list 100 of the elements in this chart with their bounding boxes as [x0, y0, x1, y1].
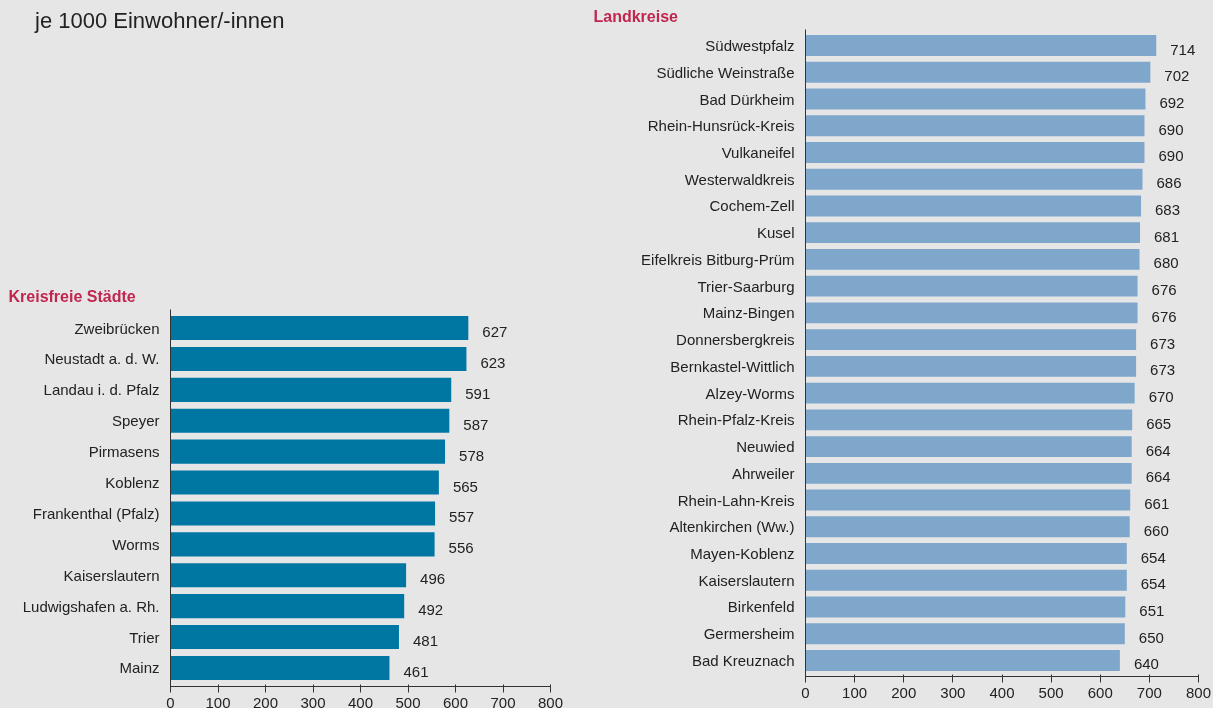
y-tick-label: Altenkirchen (Ww.) — [669, 518, 795, 536]
bar — [170, 594, 405, 619]
y-tick-label: Rhein-Pfalz-Kreis — [677, 411, 795, 429]
y-tick-label: Mainz-Bingen — [702, 304, 795, 322]
bar — [170, 439, 446, 464]
data-label: 627 — [482, 323, 508, 341]
data-label: 665 — [1146, 414, 1172, 432]
data-label: 714 — [1170, 40, 1196, 58]
data-label: 654 — [1140, 575, 1166, 593]
chart-title: Kreisfreie Städte — [8, 287, 136, 305]
x-tick-label: 800 — [537, 693, 564, 708]
data-label: 660 — [1143, 521, 1169, 539]
y-tick-label: Bad Kreuznach — [691, 651, 795, 669]
x-tick-label: 700 — [1136, 683, 1162, 701]
data-label: 690 — [1158, 147, 1184, 165]
text: Landkreise — [593, 7, 679, 25]
data-label: 661 — [1144, 495, 1170, 513]
bar — [170, 563, 407, 588]
y-tick-label: Neustadt a. d. W. — [44, 350, 160, 368]
y-tick-label: Eifelkreis Bitburg-Prüm — [641, 250, 795, 268]
data-label: 670 — [1148, 388, 1174, 406]
y-tick-label: Rhein-Hunsrück-Kreis — [647, 117, 795, 135]
data-label: 591 — [465, 384, 491, 402]
bar — [170, 655, 390, 681]
x-tick-label: 300 — [300, 693, 326, 708]
y-tick-label: Germersheim — [703, 625, 795, 643]
data-label: 496 — [420, 570, 446, 588]
data-label: 676 — [1151, 281, 1177, 299]
bar — [170, 532, 435, 557]
x-tick-label: 100 — [205, 693, 231, 708]
data-label: 692 — [1159, 94, 1185, 112]
bar — [170, 625, 399, 650]
data-label: 680 — [1153, 254, 1179, 272]
data-label: 676 — [1151, 307, 1177, 325]
data-label: 623 — [480, 353, 506, 371]
x-tick-label: 100 — [842, 683, 868, 701]
y-tick-label: Pirmasens — [88, 443, 160, 461]
data-label: 673 — [1150, 361, 1176, 379]
y-tick-label: Westerwaldkreis — [684, 170, 795, 188]
x-tick-label: 0 — [166, 693, 175, 708]
x-tick-label: 200 — [252, 693, 279, 708]
bar — [170, 315, 469, 341]
y-tick-label: Trier — [129, 628, 160, 646]
y-tick-label: Kaiserslautern — [698, 571, 795, 589]
x-tick-label: 200 — [891, 683, 917, 701]
bar — [170, 346, 467, 371]
data-label: 587 — [463, 415, 489, 433]
y-tick-label: Koblenz — [105, 474, 160, 492]
y-tick-label: Speyer — [111, 412, 160, 430]
x-tick-label: 400 — [989, 683, 1015, 701]
x-tick-label: 700 — [490, 693, 516, 708]
y-tick-label: Alzey-Worms — [705, 384, 795, 402]
x-tick-label: 800 — [1185, 683, 1212, 701]
data-label: 654 — [1140, 548, 1166, 566]
data-label: 492 — [418, 601, 444, 619]
y-tick-label: Südliche Weinstraße — [656, 63, 795, 81]
bar — [170, 470, 439, 495]
data-label: 640 — [1133, 655, 1159, 673]
data-label: 578 — [459, 446, 485, 464]
data-label: 686 — [1156, 174, 1182, 192]
y-tick-label: Kaiserslautern — [63, 566, 160, 584]
y-tick-label: Zweibrücken — [74, 319, 160, 337]
y-tick-label: Bad Dürkheim — [699, 90, 795, 108]
x-tick-label: 500 — [395, 693, 421, 708]
y-tick-label: Birkenfeld — [727, 598, 795, 616]
x-tick-label: 300 — [940, 683, 966, 701]
y-tick-label: Trier-Saarburg — [697, 277, 795, 295]
y-tick-label: Frankenthal (Pfalz) — [32, 504, 160, 522]
data-label: 681 — [1154, 227, 1180, 245]
y-tick-label: Ludwigshafen a. Rh. — [22, 597, 160, 615]
data-label: 651 — [1139, 601, 1165, 619]
data-label: 557 — [449, 508, 475, 526]
x-tick-label: 600 — [442, 693, 469, 708]
x-tick-label: 500 — [1038, 683, 1064, 701]
y-tick-label: Rhein-Lahn-Kreis — [677, 491, 795, 509]
data-label: 683 — [1155, 200, 1181, 218]
y-tick-label: Südwestpfalz — [705, 37, 795, 55]
x-tick-label: 400 — [347, 693, 374, 708]
bar — [170, 501, 436, 526]
data-label: 664 — [1145, 468, 1171, 486]
data-label: 565 — [452, 477, 478, 495]
y-tick-label: Worms — [112, 535, 160, 553]
y-tick-label: Vulkaneifel — [721, 143, 795, 161]
y-tick-label: Kusel — [756, 224, 795, 242]
data-label: 664 — [1145, 441, 1171, 459]
y-tick-label: Landau i. d. Pfalz — [43, 381, 160, 399]
y-tick-label: Ahrweiler — [731, 464, 795, 482]
y-tick-label: Bernkastel-Wittlich — [670, 357, 795, 375]
data-label: 650 — [1138, 628, 1164, 646]
data-label: 702 — [1164, 67, 1190, 85]
y-tick-label: Neuwied — [736, 438, 795, 456]
data-label: 690 — [1158, 120, 1184, 138]
bar — [170, 408, 450, 433]
y-tick-label: Mainz — [119, 659, 160, 677]
x-tick-label: 0 — [801, 683, 810, 701]
data-label: 556 — [448, 539, 474, 557]
x-tick-label: 600 — [1087, 683, 1113, 701]
text: je 1000 Einwohner/-innen — [35, 7, 285, 35]
y-tick-label: Cochem-Zell — [709, 197, 795, 215]
data-label: 481 — [412, 632, 439, 650]
